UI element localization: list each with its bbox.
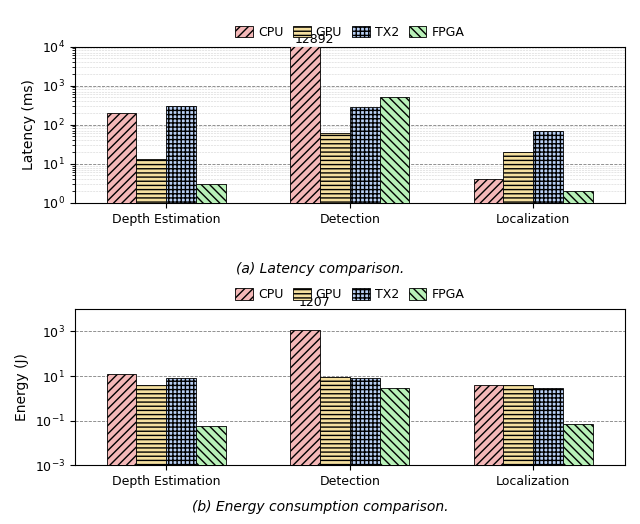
Text: (b) Energy consumption comparison.: (b) Energy consumption comparison.: [192, 499, 448, 514]
Bar: [563, 191, 593, 524]
Text: 1207: 1207: [298, 296, 330, 309]
Bar: [533, 130, 563, 524]
Bar: [474, 385, 504, 524]
Text: (a) Latency comparison.: (a) Latency comparison.: [236, 262, 404, 276]
Bar: [166, 378, 196, 524]
Bar: [349, 378, 380, 524]
Bar: [504, 152, 533, 524]
Legend: CPU, GPU, TX2, FPGA: CPU, GPU, TX2, FPGA: [236, 26, 464, 39]
Bar: [563, 424, 593, 524]
Bar: [196, 425, 226, 524]
Bar: [107, 374, 136, 524]
Bar: [474, 179, 504, 524]
Bar: [166, 106, 196, 524]
Bar: [380, 97, 410, 524]
Legend: CPU, GPU, TX2, FPGA: CPU, GPU, TX2, FPGA: [236, 288, 464, 301]
Bar: [320, 133, 349, 524]
Bar: [320, 377, 349, 524]
Y-axis label: Energy (J): Energy (J): [15, 353, 29, 421]
Bar: [533, 388, 563, 524]
Bar: [290, 42, 320, 524]
Bar: [290, 330, 320, 524]
Bar: [136, 159, 166, 524]
Bar: [380, 388, 410, 524]
Text: 12892: 12892: [294, 32, 334, 46]
Bar: [349, 107, 380, 524]
Bar: [107, 113, 136, 524]
Y-axis label: Latency (ms): Latency (ms): [22, 79, 36, 170]
Bar: [136, 385, 166, 524]
Bar: [196, 184, 226, 524]
Bar: [504, 385, 533, 524]
